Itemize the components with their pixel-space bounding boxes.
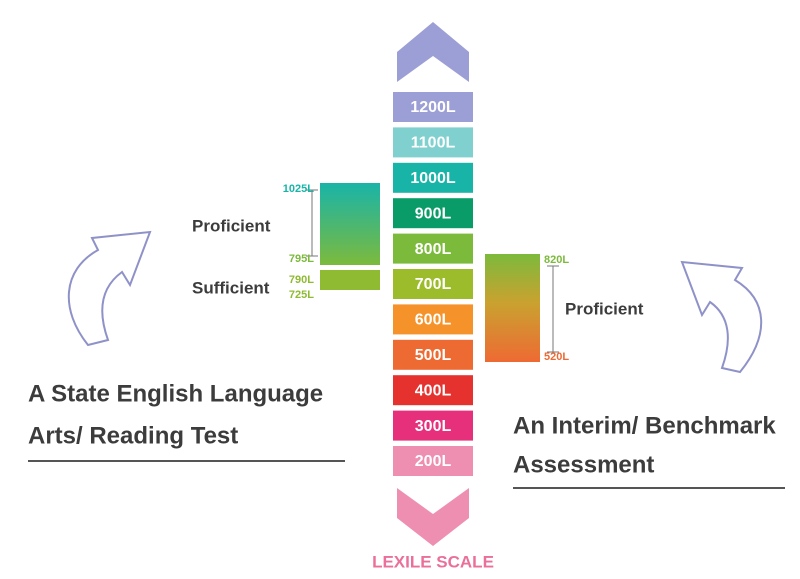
scale-label: LEXILE SCALE — [372, 552, 494, 571]
test-title: A State English Language — [28, 380, 323, 407]
test-title: Assessment — [513, 451, 654, 478]
level-box — [393, 339, 473, 370]
sufficient-label: Sufficient — [192, 278, 270, 297]
down-chevron — [397, 488, 469, 546]
level-label: 1200L — [410, 99, 456, 116]
level-label: 300L — [415, 418, 452, 435]
sufficient-range — [320, 270, 380, 290]
range-top: 820L — [544, 254, 569, 266]
level-box — [393, 198, 473, 229]
level-label: 500L — [415, 347, 452, 364]
up-chevron — [397, 22, 469, 82]
level-label: 800L — [415, 241, 452, 258]
level-box — [393, 92, 473, 122]
level-label: 1000L — [410, 170, 456, 187]
level-box — [393, 269, 473, 299]
level-box — [393, 375, 473, 406]
level-label: 600L — [415, 312, 452, 329]
range-bottom: 795L — [289, 253, 314, 265]
test-title: Arts/ Reading Test — [28, 422, 238, 449]
proficient-label: Proficient — [192, 216, 271, 235]
level-box — [393, 446, 473, 476]
test-title: An Interim/ Benchmark — [513, 412, 776, 439]
proficient-range — [320, 183, 380, 265]
level-label: 900L — [415, 205, 452, 222]
curved-arrow — [680, 260, 763, 374]
level-box — [393, 162, 473, 193]
level-box — [393, 127, 473, 158]
level-label: 200L — [415, 453, 452, 470]
level-box — [393, 233, 473, 264]
level-label: 700L — [415, 276, 452, 293]
range-top: 790L — [289, 274, 314, 286]
range-bottom: 725L — [289, 289, 314, 301]
level-label: 1100L — [411, 135, 456, 152]
level-label: 400L — [415, 382, 452, 399]
proficient-range — [485, 254, 540, 362]
level-box — [393, 304, 473, 335]
proficient-label: Proficient — [565, 299, 644, 318]
level-box — [393, 410, 473, 441]
curved-arrow — [67, 230, 152, 347]
range-bottom: 520L — [544, 351, 569, 363]
levels: 1200L 1100L 1000L 900L 800L 700L 600L 500L 400L 3… — [393, 92, 473, 476]
range-top: 1025L — [283, 183, 314, 195]
